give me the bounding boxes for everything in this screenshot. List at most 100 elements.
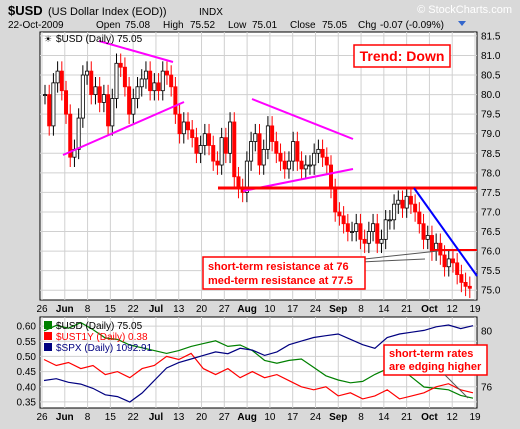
candle-body: [463, 281, 468, 287]
legend-spx-swatch: [44, 343, 52, 351]
x-tick-label-lower: 21: [401, 412, 413, 423]
candle-body: [110, 98, 115, 127]
candle-body: [274, 141, 279, 154]
legend-usd-swatch: [44, 321, 52, 329]
watermark-label: © StockCharts.com: [417, 4, 512, 16]
lower-date-axis: 26 Jun 8 15 22 Jul 13 20 27 Aug 10 17 24 Sep 8 14 21 Oct 1…: [36, 412, 481, 423]
x-tick-label-lower: Jul: [149, 412, 164, 423]
x-tick-label-lower: 13: [173, 412, 185, 423]
x-tick-label: 8: [85, 304, 91, 315]
candle-body: [118, 62, 123, 68]
x-tick-label-lower: 8: [85, 412, 91, 423]
x-tick-label: 22: [128, 304, 140, 315]
rates-callout: [383, 344, 488, 376]
y-tick-label: 77.0: [481, 207, 501, 218]
candle-body: [148, 70, 153, 92]
exchange-label: INDX: [199, 7, 223, 18]
x-tick-label: Jun: [56, 304, 74, 315]
candle-body: [68, 113, 73, 158]
candle-body: [177, 113, 182, 135]
candle-body: [299, 160, 304, 170]
candle-body: [122, 66, 127, 88]
x-tick-label-lower: 24: [310, 412, 322, 423]
candle-body: [211, 145, 216, 162]
x-tick-label-lower: 12: [447, 412, 459, 423]
legend-candle-icon: ☀: [44, 34, 52, 44]
x-tick-label: 24: [310, 304, 322, 315]
trendlines: [62, 40, 478, 277]
candle-body: [320, 148, 325, 158]
candle-body: [396, 199, 401, 205]
x-tick-label: 17: [287, 304, 299, 315]
x-tick-label-lower: Oct: [421, 412, 438, 423]
open-label: Open: [96, 20, 120, 31]
x-tick-label-lower: 10: [264, 412, 276, 423]
candle-body: [282, 160, 287, 170]
low-label: Low: [228, 20, 247, 31]
candle-body: [307, 164, 312, 167]
candle-body: [143, 70, 148, 80]
candle-body: [185, 121, 190, 131]
candle-body: [337, 211, 342, 217]
candle-body: [253, 133, 258, 142]
candle-body: [324, 156, 329, 166]
candle-body: [400, 199, 405, 209]
x-tick-label: Sep: [329, 304, 347, 315]
candle-body: [455, 262, 460, 275]
candle-body: [169, 74, 174, 88]
y-tick-label: 81.0: [481, 51, 501, 62]
downtrend-line: [413, 187, 478, 277]
candle-body: [160, 70, 165, 92]
candle-body: [106, 94, 111, 127]
x-tick-label: 10: [264, 304, 276, 315]
candle-body: [366, 231, 371, 244]
candle-body: [358, 223, 363, 240]
dropdown-arrow-icon[interactable]: [458, 21, 466, 26]
candle-body: [207, 133, 212, 146]
y-tick-label: 78.0: [481, 168, 501, 179]
candle-body: [333, 188, 338, 213]
candle-body: [265, 125, 270, 150]
x-tick-label: Aug: [237, 304, 256, 315]
candle-body: [43, 94, 48, 96]
candle-body: [101, 94, 106, 103]
x-tick-label: 14: [378, 304, 390, 315]
y-tick-label: 75.5: [481, 266, 501, 277]
candle-body: [429, 235, 434, 252]
candle-body: [194, 137, 199, 154]
candle-body: [215, 160, 220, 166]
lower-left-tick: 0.55: [17, 337, 37, 348]
date-label: 22-Oct-2009: [8, 20, 64, 31]
lower-legend: $USD (Daily) 75.05 $UST1Y (Daily) 0.38 $…: [44, 321, 153, 354]
x-tick-label: 19: [469, 304, 481, 315]
x-tick-label-lower: 19: [469, 412, 481, 423]
y-tick-label: 81.5: [481, 31, 501, 42]
legend-spx-label: $SPX (Daily) 1092.91: [56, 343, 153, 354]
candle-body: [139, 78, 144, 88]
candle-body: [328, 164, 333, 189]
candle-body: [450, 258, 455, 264]
x-tick-label: 26: [36, 304, 48, 315]
x-tick-label-lower: 14: [378, 412, 390, 423]
candle-body: [156, 82, 161, 92]
candle-body: [47, 94, 52, 127]
candle-body: [446, 258, 451, 268]
candle-body: [383, 219, 388, 240]
x-tick-label: 20: [196, 304, 208, 315]
y-tick-label: 77.5: [481, 188, 501, 199]
x-tick-label-lower: 17: [287, 412, 299, 423]
lower-left-tick: 0.60: [17, 322, 37, 333]
y-tick-label: 76.5: [481, 227, 501, 238]
candle-body: [408, 195, 413, 205]
candle-body: [219, 137, 224, 166]
candle-body: [198, 145, 203, 154]
candle-body: [270, 125, 275, 142]
candle-body: [286, 160, 291, 170]
open-value: 75.08: [125, 20, 150, 31]
lower-right-tick: 80: [481, 327, 493, 338]
rates-text-1: short-term rates: [389, 348, 473, 360]
candle-body: [80, 74, 85, 119]
y-tick-label: 80.0: [481, 90, 501, 101]
candle-body: [425, 235, 430, 240]
